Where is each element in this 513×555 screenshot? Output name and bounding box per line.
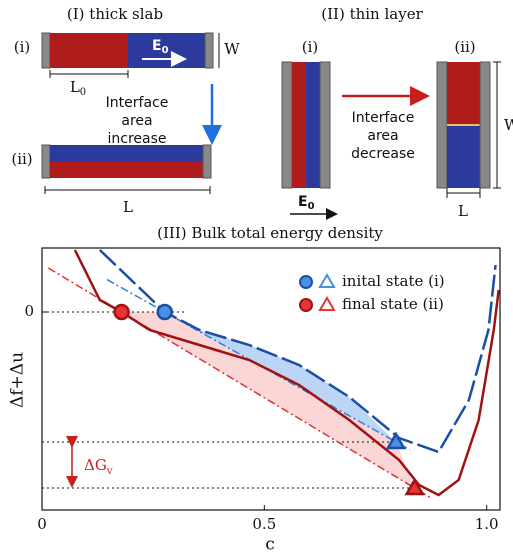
state-label: (ii) bbox=[454, 38, 475, 56]
length-subscript: 0 bbox=[80, 87, 86, 98]
arrow-text: area bbox=[121, 113, 152, 129]
tangent-line bbox=[47, 267, 433, 500]
state-marker bbox=[404, 477, 425, 496]
line-series bbox=[73, 249, 500, 497]
electrode bbox=[41, 144, 51, 179]
red-phase bbox=[50, 162, 203, 178]
y-tick-label: 0 bbox=[24, 302, 34, 320]
annotation: ΔGv bbox=[84, 456, 113, 477]
state-marker bbox=[156, 303, 173, 321]
electrode bbox=[479, 61, 491, 189]
red-phase bbox=[50, 33, 128, 68]
electrode bbox=[436, 61, 448, 189]
width-bracket bbox=[493, 61, 501, 189]
x-tick-label: 1.0 bbox=[475, 515, 499, 533]
electrode bbox=[202, 144, 212, 179]
panel-ii: (II) thin layer (i) (ii) E0 Interface ar… bbox=[281, 5, 513, 220]
panel-title: (I) thick slab bbox=[67, 5, 163, 23]
arrow-text: decrease bbox=[351, 146, 415, 162]
field-subscript: 0 bbox=[162, 45, 169, 56]
electrode bbox=[319, 61, 331, 189]
curves bbox=[73, 249, 500, 497]
state-marker bbox=[385, 431, 407, 450]
length-bracket bbox=[44, 186, 211, 194]
state-marker bbox=[113, 303, 130, 321]
legend-label: inital state (i) bbox=[342, 272, 445, 290]
length-symbol: L bbox=[70, 78, 80, 96]
legend-marker bbox=[299, 275, 313, 289]
electrode bbox=[204, 32, 214, 69]
line-series bbox=[98, 249, 497, 454]
legend-marker bbox=[299, 298, 313, 312]
length-label: L0 bbox=[70, 78, 86, 98]
width-label: W bbox=[504, 116, 513, 134]
electrode bbox=[41, 32, 51, 69]
legend-marker bbox=[318, 296, 336, 311]
state-label: (i) bbox=[302, 38, 319, 56]
blue-phase bbox=[447, 125, 480, 188]
field-symbol: E bbox=[152, 38, 162, 54]
length-bracket bbox=[446, 188, 481, 198]
electrode bbox=[281, 61, 293, 189]
field-subscript: 0 bbox=[308, 201, 315, 212]
x-axis-label: c bbox=[265, 535, 275, 555]
blue-phase bbox=[128, 33, 205, 68]
length-bracket bbox=[49, 70, 129, 78]
tangent-line bbox=[106, 278, 411, 451]
arrow-text: area bbox=[367, 128, 398, 144]
arrow-text: Interface bbox=[352, 110, 415, 126]
width-label: W bbox=[224, 40, 240, 58]
arrow-text: Interface bbox=[106, 95, 169, 111]
y-axis-label: Δf+Δu bbox=[8, 352, 28, 408]
energy-chart: (III) Bulk total energy density c Δf+Δu … bbox=[8, 224, 501, 555]
length-label: L bbox=[458, 202, 468, 220]
field-label: E0 bbox=[152, 38, 169, 56]
field-label: E0 bbox=[298, 194, 315, 212]
blue-phase bbox=[50, 145, 203, 162]
red-phase bbox=[447, 62, 480, 125]
length-label: L bbox=[123, 198, 133, 216]
field-symbol: E bbox=[298, 194, 308, 210]
annotation-text: ΔG bbox=[84, 456, 107, 474]
panel-title: (II) thin layer bbox=[321, 5, 423, 23]
panel-i: (I) thick slab (i) E0 W L0 Interface are… bbox=[11, 5, 240, 216]
x-tick-label: 0.5 bbox=[252, 515, 276, 533]
red-phase bbox=[292, 62, 306, 188]
state-label: (i) bbox=[14, 38, 31, 56]
arrow-text: increase bbox=[107, 131, 166, 147]
x-tick-label: 0 bbox=[37, 515, 47, 533]
state-label: (ii) bbox=[11, 150, 32, 168]
plot-frame bbox=[41, 247, 501, 511]
annotation-subscript: v bbox=[106, 466, 113, 477]
chart-title: (III) Bulk total energy density bbox=[157, 224, 383, 242]
legend-label: final state (ii) bbox=[342, 295, 444, 313]
legend-marker bbox=[318, 273, 336, 288]
blue-phase bbox=[306, 62, 320, 188]
